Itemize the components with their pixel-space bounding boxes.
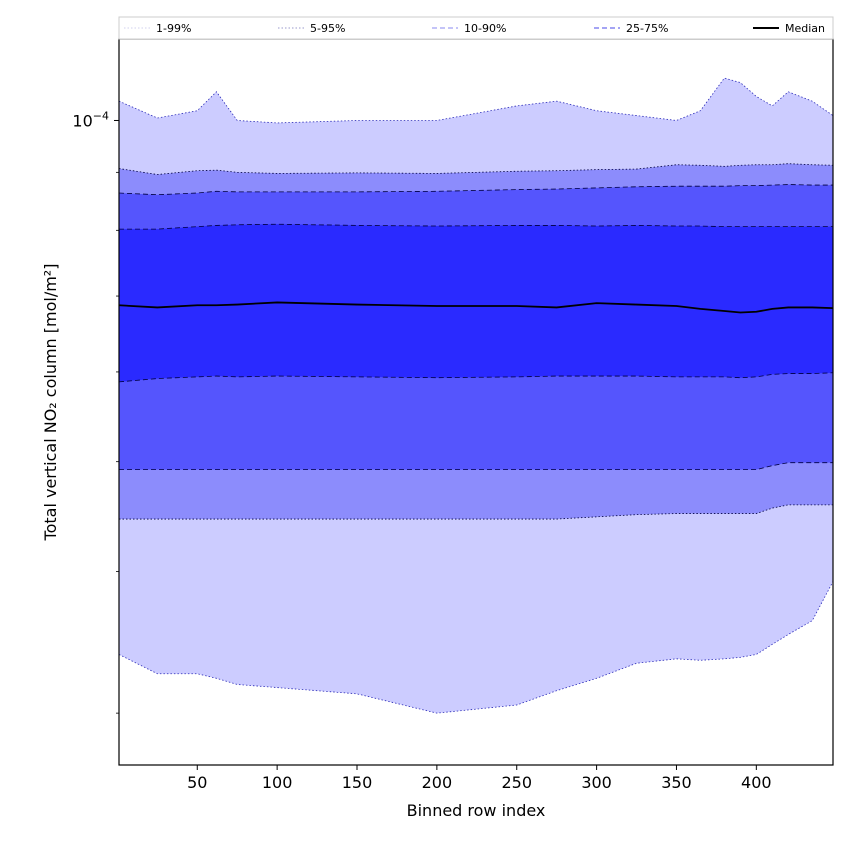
x-tick-label: 300 — [581, 773, 612, 792]
line-10-90%-upper — [119, 184, 833, 196]
y-axis-label: Total vertical NO₂ column [mol/m²] — [41, 264, 60, 542]
x-tick-label: 350 — [661, 773, 692, 792]
line-25-75%-upper — [119, 223, 833, 230]
x-tick-label: 250 — [501, 773, 532, 792]
percentile-lines — [119, 77, 833, 714]
legend-box — [118, 16, 834, 40]
x-tick-label: 100 — [262, 773, 293, 792]
line-5-95%-lower — [119, 504, 833, 520]
legend-label: 5-95% — [310, 22, 345, 35]
median-line — [119, 301, 833, 314]
line-1-99%-upper — [119, 77, 833, 124]
x-tick-label: 400 — [741, 773, 772, 792]
x-axis-label: Binned row index — [407, 801, 546, 820]
y-axis-ticks: 10−4 — [72, 109, 119, 714]
line-1-99%-lower — [119, 581, 833, 714]
legend-label: 10-90% — [464, 22, 506, 35]
line-25-75%-lower — [119, 372, 833, 383]
legend: 1-99% 5-95% 10-90% 25-75% Median — [118, 16, 834, 40]
legend-label: Median — [785, 22, 825, 35]
x-tick-label: 150 — [342, 773, 373, 792]
legend-label: 25-75% — [626, 22, 668, 35]
x-tick-label: 200 — [422, 773, 453, 792]
x-axis-ticks: 50 100 150 200 250 300 350 400 — [187, 765, 772, 792]
band-25-75% — [119, 224, 833, 382]
legend-label: 1-99% — [156, 22, 191, 35]
y-tick-label: 10−4 — [72, 109, 109, 130]
line-10-90%-lower — [119, 462, 833, 471]
percentile-bands — [119, 78, 833, 714]
x-tick-label: 50 — [187, 773, 207, 792]
line-5-95%-upper — [119, 163, 833, 175]
